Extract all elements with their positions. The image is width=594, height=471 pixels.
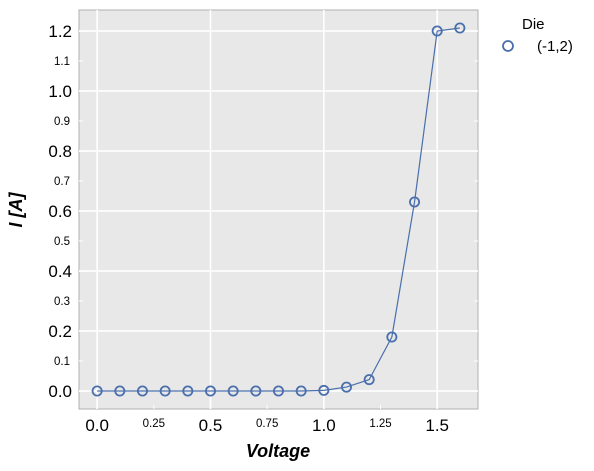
data-point <box>363 374 375 386</box>
data-point <box>227 385 239 397</box>
data-point <box>250 385 262 397</box>
y-minor-tick-label: 0.9 <box>54 116 70 128</box>
y-axis-label: I [A] <box>6 192 26 228</box>
y-minor-tick-label: 1.1 <box>54 56 70 68</box>
x-minor-tick-label: 1.25 <box>369 418 391 430</box>
y-minor-tick-label: 0.7 <box>54 176 70 188</box>
data-point <box>204 385 216 397</box>
legend-marker-circle-icon <box>502 40 514 52</box>
y-tick-label: 0.4 <box>48 262 72 281</box>
y-minor-tick-label: 0.1 <box>54 356 70 368</box>
data-point <box>159 385 171 397</box>
y-tick-label: 1.0 <box>48 82 72 101</box>
data-point <box>431 25 443 37</box>
y-tick-label: 0.2 <box>48 322 72 341</box>
x-tick-label: 0.5 <box>199 416 223 435</box>
legend-entry-label: (-1,2) <box>537 38 573 55</box>
data-point <box>182 385 194 397</box>
data-point <box>341 381 353 393</box>
data-point <box>114 385 126 397</box>
plot-area <box>78 9 479 410</box>
legend: Die (-1,2) <box>502 16 573 55</box>
y-tick-label: 0.6 <box>48 202 72 221</box>
x-minor-tick-label: 0.75 <box>256 418 278 430</box>
data-point <box>91 385 103 397</box>
x-tick-label: 0.0 <box>85 416 109 435</box>
y-tick-label: 0.8 <box>48 142 72 161</box>
axis-ticks: 0.0 0.5 1.0 1.5 0.25 0.75 1.25 0.0 0.2 0.4 0.6 0.8 1… <box>48 22 449 435</box>
x-axis-label: Voltage <box>246 441 310 461</box>
data-point <box>409 196 421 208</box>
data-point <box>272 385 284 397</box>
legend-title: Die <box>522 16 545 33</box>
y-tick-label: 0.0 <box>48 382 72 401</box>
data-point <box>454 22 466 34</box>
series-line <box>97 27 460 392</box>
y-minor-tick-label: 0.3 <box>54 296 70 308</box>
x-minor-tick-label: 0.25 <box>143 418 165 430</box>
y-tick-label: 1.2 <box>48 22 72 41</box>
data-point <box>386 331 398 343</box>
series-layer <box>91 22 466 397</box>
data-point <box>295 385 307 397</box>
x-tick-label: 1.5 <box>425 416 449 435</box>
y-minor-tick-label: 0.5 <box>54 236 70 248</box>
data-point <box>136 385 148 397</box>
x-tick-label: 1.0 <box>312 416 336 435</box>
data-point <box>318 384 330 396</box>
